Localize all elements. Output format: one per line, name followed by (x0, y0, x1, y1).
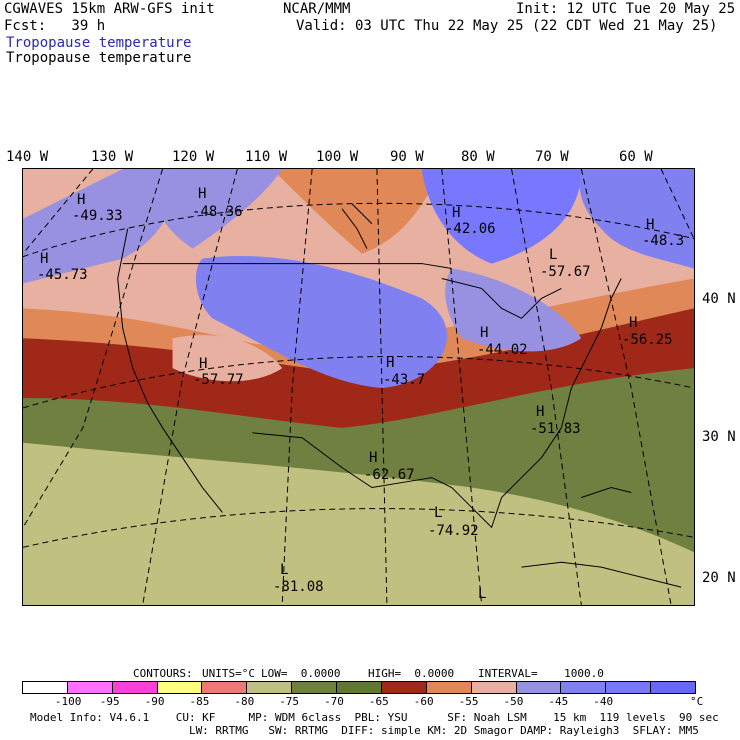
lon-label: 140 W (6, 149, 49, 165)
tropopause-temperature-map (22, 168, 695, 606)
map-center-label: H (77, 192, 86, 208)
colorbar-tick-label: -45 (548, 695, 569, 708)
map-center-value: -48.36 (192, 204, 243, 220)
colorbar-tick-label: -65 (368, 695, 389, 708)
colorbar-tick-label: -55 (458, 695, 479, 708)
colorbar-swatch (515, 681, 562, 694)
field-name-1: Tropopause temperature (6, 35, 192, 51)
map-center-label: H (386, 355, 395, 371)
colorbar-tick-label: -40 (593, 695, 614, 708)
field-name-2: Tropopause temperature (6, 50, 192, 66)
lon-label: 120 W (172, 149, 215, 165)
map-center-label: H (452, 205, 461, 221)
lon-label: 130 W (91, 149, 134, 165)
colorbar-swatch (650, 681, 696, 694)
colorbar-tick-label: -95 (99, 695, 120, 708)
map-center-label: L (280, 562, 289, 578)
colorbar-unit: °C (690, 695, 704, 708)
colorbar-tick-label: -50 (503, 695, 524, 708)
map-center-label: H (480, 325, 489, 341)
model-info-line-2: LW: RRTMG SW: RRTMG DIFF: simple KM: 2D … (30, 724, 699, 737)
map-center-value: -48.3 (642, 233, 685, 249)
lon-label: 110 W (245, 149, 288, 165)
colorbar-swatch (22, 681, 68, 694)
colorbar-swatch (201, 681, 248, 694)
lon-label: 60 W (619, 149, 653, 165)
model-title: CGWAVES 15km ARW-GFS init (4, 1, 215, 17)
map-center-label: L (478, 586, 487, 602)
map-center-label: H (536, 404, 545, 420)
colorbar-tick-label: -80 (234, 695, 255, 708)
lon-label: 80 W (461, 149, 495, 165)
map-center-label: H (646, 217, 655, 233)
colorbar-swatch (111, 681, 158, 694)
colorbar-tick-label: -70 (324, 695, 344, 708)
lon-label: 100 W (316, 149, 359, 165)
map-center-label: H (199, 356, 208, 372)
colorbar-swatch (380, 681, 427, 694)
colorbar-swatch (246, 681, 293, 694)
units-label: UNITS=°C (202, 667, 255, 680)
map-center-label: L (434, 505, 443, 521)
map-center-value: -56.25 (622, 332, 673, 348)
map-center-value: -43.7 (383, 372, 426, 388)
colorbar-tick-label: -60 (413, 695, 434, 708)
map-center-value: -44.02 (477, 342, 528, 358)
colorbar-swatch (605, 681, 652, 694)
map-center-value: -42.06 (445, 221, 496, 237)
map-center-value: -51.83 (530, 421, 581, 437)
colorbar-swatch (560, 681, 607, 694)
map-center-label: H (369, 450, 378, 466)
colorbar-swatch (425, 681, 472, 694)
lon-label: 70 W (535, 149, 569, 165)
high-label: HIGH= 0.0000 (368, 667, 455, 680)
map-center-label: H (40, 251, 49, 267)
colorbar-swatch (336, 681, 382, 694)
center-name: NCAR/MMM (283, 1, 351, 17)
colorbar-swatch (156, 681, 203, 694)
colorbar-tick-label: -85 (189, 695, 210, 708)
colorbar-swatch (66, 681, 113, 694)
init-time: Init: 12 UTC Tue 20 May 25 (516, 1, 736, 17)
map-center-value: -57.67 (540, 264, 591, 280)
colorbar-tick-label: -100 (54, 695, 82, 708)
map-center-label: L (549, 247, 558, 263)
map-center-value: -81.08 (273, 579, 324, 595)
model-info-line-1: Model Info: V4.6.1 CU: KF MP: WDM 6class… (30, 711, 719, 724)
contours-label: CONTOURS: (133, 667, 193, 680)
map-center-value: -62.67 (364, 467, 415, 483)
interval-label: INTERVAL= 1000.0 (478, 667, 604, 680)
colorbar-tick-label: -75 (279, 695, 300, 708)
colorbar-swatch (291, 681, 338, 694)
lat-label: 40 N (702, 291, 736, 307)
map-center-label: H (198, 186, 207, 202)
map-center-value: -45.73 (37, 267, 88, 283)
colorbar-swatch (470, 681, 517, 694)
low-label: LOW= 0.0000 (261, 667, 341, 680)
map-center-value: -74.92 (428, 523, 479, 539)
map-center-value: -57.77 (193, 372, 244, 388)
valid-time: Valid: 03 UTC Thu 22 May 25 (22 CDT Wed … (296, 18, 718, 34)
lat-label: 30 N (702, 429, 736, 445)
colorbar-tick-label: -90 (144, 695, 165, 708)
forecast-hour: Fcst: 39 h (4, 18, 106, 34)
lon-label: 90 W (390, 149, 424, 165)
map-center-label: H (629, 315, 638, 331)
lat-label: 20 N (702, 570, 736, 586)
map-center-value: -49.33 (72, 208, 123, 224)
